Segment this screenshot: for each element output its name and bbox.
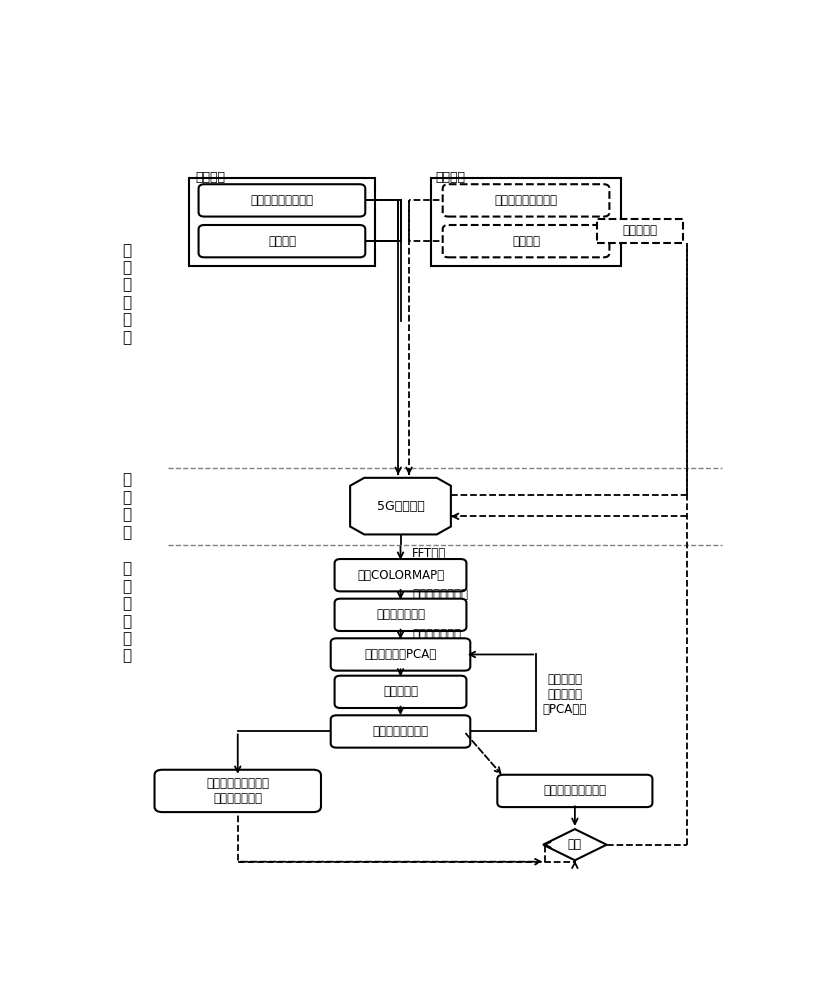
Polygon shape [543,829,607,860]
Text: 匀加速工况振动信号: 匀加速工况振动信号 [251,194,314,207]
FancyBboxPatch shape [443,225,609,257]
Text: 云
端
分
析
模
块: 云 端 分 析 模 块 [123,562,132,664]
Text: 训练样本: 训练样本 [195,171,225,184]
FancyBboxPatch shape [331,638,471,671]
Bar [597,219,682,243]
FancyBboxPatch shape [335,676,467,708]
Text: 修正的加权平均法: 修正的加权平均法 [412,588,468,601]
FancyBboxPatch shape [331,715,471,748]
Text: FFT变换: FFT变换 [412,547,446,560]
Text: 形成COLORMAP图: 形成COLORMAP图 [357,569,444,582]
Polygon shape [350,478,451,534]
FancyBboxPatch shape [498,775,653,807]
Text: 主成分分析（PCA）: 主成分分析（PCA） [364,648,436,661]
FancyBboxPatch shape [335,559,467,591]
FancyBboxPatch shape [154,770,321,812]
Bar [189,178,375,266]
Text: 转速信号: 转速信号 [268,235,296,248]
FancyBboxPatch shape [199,225,365,257]
Text: 检测轴承特征值集合: 检测轴承特征值集合 [543,784,606,797]
Text: 匀加速工况振动信号: 匀加速工况振动信号 [494,194,557,207]
Text: 形成标记有故障类型
的特征值数据库: 形成标记有故障类型 的特征值数据库 [206,777,270,805]
Text: 前
端
采
集
模
块: 前 端 采 集 模 块 [123,243,132,345]
Text: 特征值能量法检验: 特征值能量法检验 [373,725,428,738]
Text: 5G通讯模块: 5G通讯模块 [377,500,424,513]
Bar [431,178,621,266]
Text: 不满足能量
指标需要微
调PCA分析: 不满足能量 指标需要微 调PCA分析 [542,673,587,716]
FancyBboxPatch shape [199,184,365,217]
Text: 检测样本: 检测样本 [435,171,466,184]
FancyBboxPatch shape [443,184,609,217]
Text: 比较: 比较 [568,838,582,851]
Text: 转速信号: 转速信号 [512,235,540,248]
Text: 故障显示器: 故障显示器 [623,224,658,237]
Text: 特征值提取: 特征值提取 [383,685,418,698]
Text: 通
信
模
块: 通 信 模 块 [123,473,132,540]
Text: 形成二维灰度图: 形成二维灰度图 [376,608,425,621]
Text: 图像分块预处理: 图像分块预处理 [412,628,461,641]
FancyBboxPatch shape [335,599,467,631]
